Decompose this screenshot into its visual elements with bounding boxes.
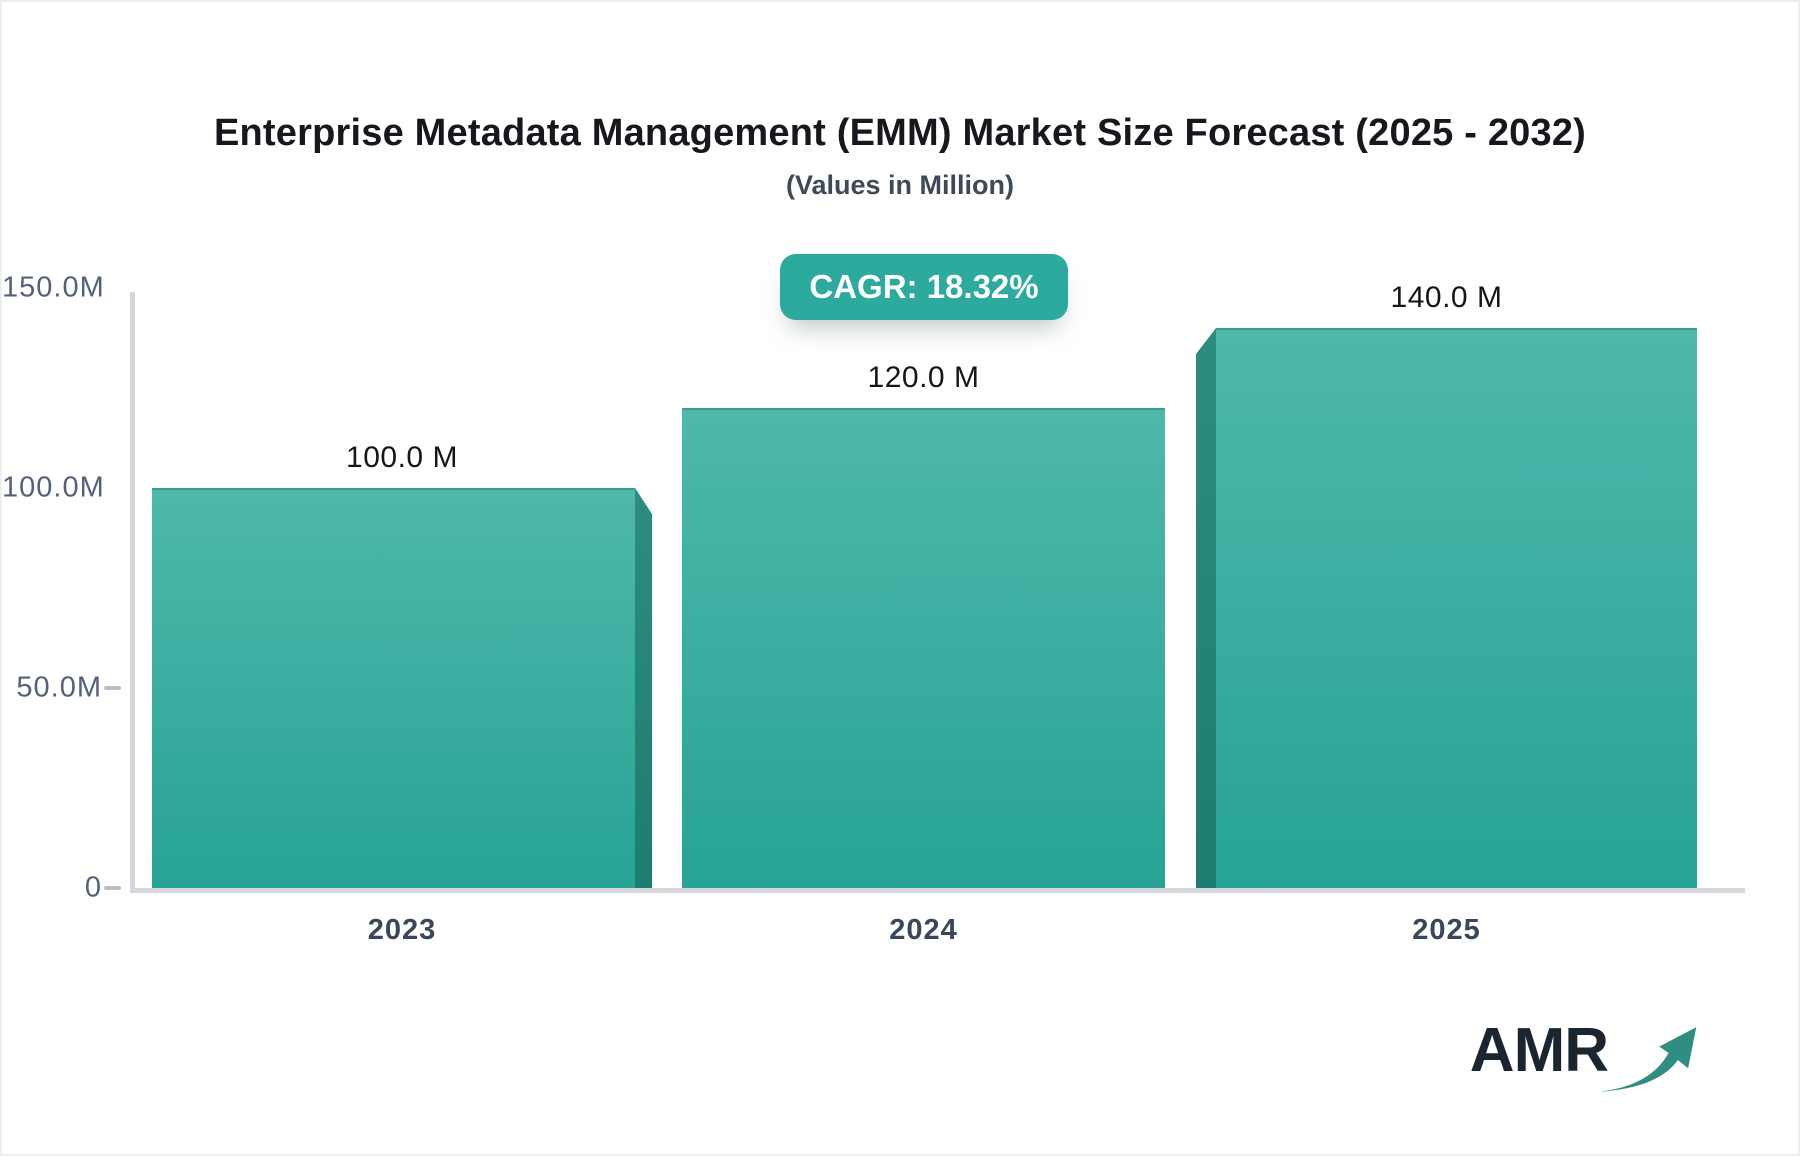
amr-logo: AMR <box>1470 1020 1700 1096</box>
y-tick-label: 100.0M <box>2 471 105 504</box>
y-tick-label: 150.0M <box>2 271 105 304</box>
chart-subtitle: (Values in Million) <box>785 170 1015 200</box>
y-tick-dash <box>104 886 121 890</box>
y-tick-dash <box>104 686 121 690</box>
cagr-badge: CAGR: 18.32% <box>780 254 1068 320</box>
x-axis-line <box>130 888 1745 893</box>
chart-title: Enterprise Metadata Management (EMM) Mar… <box>213 112 1587 154</box>
x-tick-label: 2023 <box>367 914 437 946</box>
x-tick-label: 2025 <box>1412 914 1481 946</box>
bar-2025 <box>1216 328 1697 888</box>
bar-2025-side-face <box>1196 328 1216 888</box>
y-tick-label: 50.0M <box>16 671 102 704</box>
y-axis-line <box>130 292 135 890</box>
y-tick-label: 0 <box>84 871 102 904</box>
bar-value-label: 120.0 M <box>867 361 980 394</box>
x-tick-label: 2024 <box>889 914 958 946</box>
bar-2023-side-face <box>635 488 652 888</box>
bar-value-label: 100.0 M <box>346 441 458 474</box>
bar-value-label: 140.0 M <box>1390 281 1503 314</box>
bar-2023 <box>152 488 635 888</box>
growth-arrow-icon <box>1596 1027 1697 1092</box>
amr-logo-text: AMR <box>1469 1016 1609 1085</box>
bar-2024 <box>682 408 1165 888</box>
